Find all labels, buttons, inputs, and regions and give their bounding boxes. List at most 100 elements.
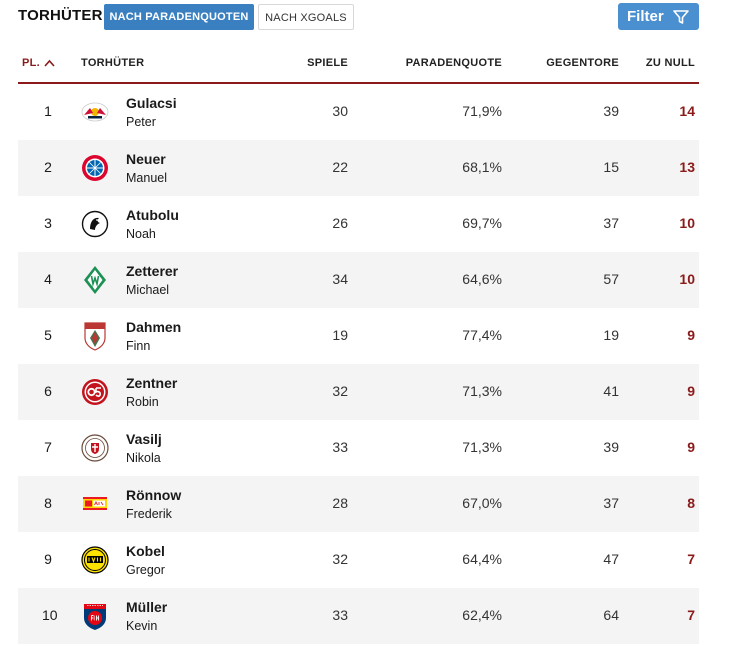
column-header-gegentore[interactable]: GEGENTORE (546, 57, 619, 69)
zu-null-value: 10 (679, 215, 695, 231)
spiele-value: 32 (332, 383, 348, 399)
paradenquote-value: 68,1% (462, 159, 502, 175)
bvb-logo (81, 546, 109, 574)
paradenquote-value: 64,6% (462, 271, 502, 287)
player-last-name: Peter (126, 115, 156, 129)
spiele-value: 32 (332, 551, 348, 567)
paradenquote-value: 71,9% (462, 103, 502, 119)
table-row[interactable]: 5 Dahmen Finn 19 77,4% 19 9 (18, 308, 699, 364)
paradenquote-value: 69,7% (462, 215, 502, 231)
zu-null-value: 8 (687, 495, 695, 511)
spiele-value: 34 (332, 271, 348, 287)
player-first-name[interactable]: Vasilj (126, 431, 162, 447)
chevron-up-icon (44, 59, 55, 67)
zu-null-value: 7 (687, 607, 695, 623)
zu-null-value: 10 (679, 271, 695, 287)
player-first-name[interactable]: Zentner (126, 375, 178, 391)
tab-nach-paradenquoten[interactable]: NACH PARADENQUOTEN (104, 4, 254, 30)
player-last-name: Noah (126, 227, 156, 241)
column-header-paradenquote[interactable]: PARADENQUOTE (405, 57, 502, 69)
zu-null-value: 14 (679, 103, 695, 119)
rank: 2 (44, 159, 52, 175)
rank: 4 (44, 271, 52, 287)
player-last-name: Michael (126, 283, 170, 297)
table-row[interactable]: 3 Atubolu Noah 26 69,7% 37 10 (18, 196, 699, 252)
player-last-name: Robin (126, 395, 159, 409)
paradenquote-value: 71,3% (462, 383, 502, 399)
top-bar: TORHÜTER NACH PARADENQUOTEN NACH XGOALS … (0, 0, 730, 40)
player-first-name[interactable]: Müller (126, 599, 168, 615)
column-header-pl-label: PL. (22, 57, 41, 69)
rank: 3 (44, 215, 52, 231)
paradenquote-value: 71,3% (462, 439, 502, 455)
zu-null-value: 7 (687, 551, 695, 567)
player-first-name[interactable]: Zetterer (126, 263, 179, 279)
spiele-value: 26 (332, 215, 348, 231)
table-row[interactable]: 6 Zentner Robin 32 71,3% 41 9 (18, 364, 699, 420)
gegentore-value: 15 (603, 159, 619, 175)
rank: 9 (44, 551, 52, 567)
page-title: TORHÜTER (18, 7, 103, 24)
player-last-name: Finn (126, 339, 151, 353)
table-row[interactable]: 8 Rönnow Frederik 28 67,0% 37 8 (18, 476, 699, 532)
gegentore-value: 37 (603, 495, 619, 511)
zu-null-value: 9 (687, 439, 695, 455)
rank: 1 (44, 103, 52, 119)
gegentore-value: 47 (603, 551, 619, 567)
zu-null-value: 9 (687, 327, 695, 343)
gegentore-value: 64 (603, 607, 619, 623)
filter-button[interactable]: Filter (618, 3, 699, 30)
gegentore-value: 39 (603, 103, 619, 119)
player-first-name[interactable]: Dahmen (126, 319, 182, 335)
rank: 10 (42, 607, 58, 623)
table-row[interactable]: 4 Zetterer Michael 34 64,6% 57 10 (18, 252, 699, 308)
rank: 5 (44, 327, 52, 343)
paradenquote-value: 64,4% (462, 551, 502, 567)
spiele-value: 19 (332, 327, 348, 343)
table-row[interactable]: 2 Neuer Manuel 22 68,1% 15 13 (18, 140, 699, 196)
player-last-name: Frederik (126, 507, 172, 521)
filter-label: Filter (627, 8, 664, 25)
gegentore-value: 37 (603, 215, 619, 231)
funnel-icon (673, 10, 689, 24)
spiele-value: 33 (332, 439, 348, 455)
werder-bremen-logo (84, 266, 106, 294)
column-header-pl[interactable]: PL. (22, 57, 55, 69)
table-header: PL. TORHÜTER SPIELE PARADENQUOTE GEGENTO… (18, 50, 699, 84)
table-row[interactable]: 9 Kobel Gregor 32 64,4% 47 7 (18, 532, 699, 588)
st-pauli-logo (81, 434, 109, 462)
paradenquote-value: 62,4% (462, 607, 502, 623)
spiele-value: 33 (332, 607, 348, 623)
player-last-name: Manuel (126, 171, 167, 185)
player-first-name[interactable]: Rönnow (126, 487, 182, 503)
spiele-value: 30 (332, 103, 348, 119)
player-first-name[interactable]: Kobel (126, 543, 165, 559)
gegentore-value: 41 (603, 383, 619, 399)
paradenquote-value: 67,0% (462, 495, 502, 511)
fc-augsburg-logo (84, 322, 106, 351)
sc-freiburg-logo (81, 210, 109, 238)
player-first-name[interactable]: Neuer (126, 151, 166, 167)
paradenquote-value: 77,4% (462, 327, 502, 343)
player-last-name: Gregor (126, 563, 165, 577)
gegentore-value: 19 (603, 327, 619, 343)
table-row[interactable]: 1 Gulacsi Peter 30 71,9% 39 14 (18, 84, 699, 140)
column-header-torhueter[interactable]: TORHÜTER (81, 57, 145, 69)
gegentore-value: 39 (603, 439, 619, 455)
spiele-value: 22 (332, 159, 348, 175)
player-first-name[interactable]: Gulacsi (126, 95, 177, 111)
rank: 7 (44, 439, 52, 455)
gegentore-value: 57 (603, 271, 619, 287)
zu-null-value: 9 (687, 383, 695, 399)
column-header-spiele[interactable]: SPIELE (307, 57, 348, 69)
heidenheim-logo (84, 604, 106, 630)
table-row[interactable]: 7 Vasilj Nikola 33 71,3% 39 9 (18, 420, 699, 476)
tab-nach-xgoals[interactable]: NACH XGOALS (258, 4, 354, 30)
rank: 8 (44, 495, 52, 511)
column-header-zu-null[interactable]: ZU NULL (645, 57, 695, 69)
table-row[interactable]: 10 Müller Kevin 33 62,4% 64 7 (18, 588, 699, 644)
player-first-name[interactable]: Atubolu (126, 207, 179, 223)
spiele-value: 28 (332, 495, 348, 511)
rb-leipzig-logo (81, 102, 109, 122)
rank: 6 (44, 383, 52, 399)
